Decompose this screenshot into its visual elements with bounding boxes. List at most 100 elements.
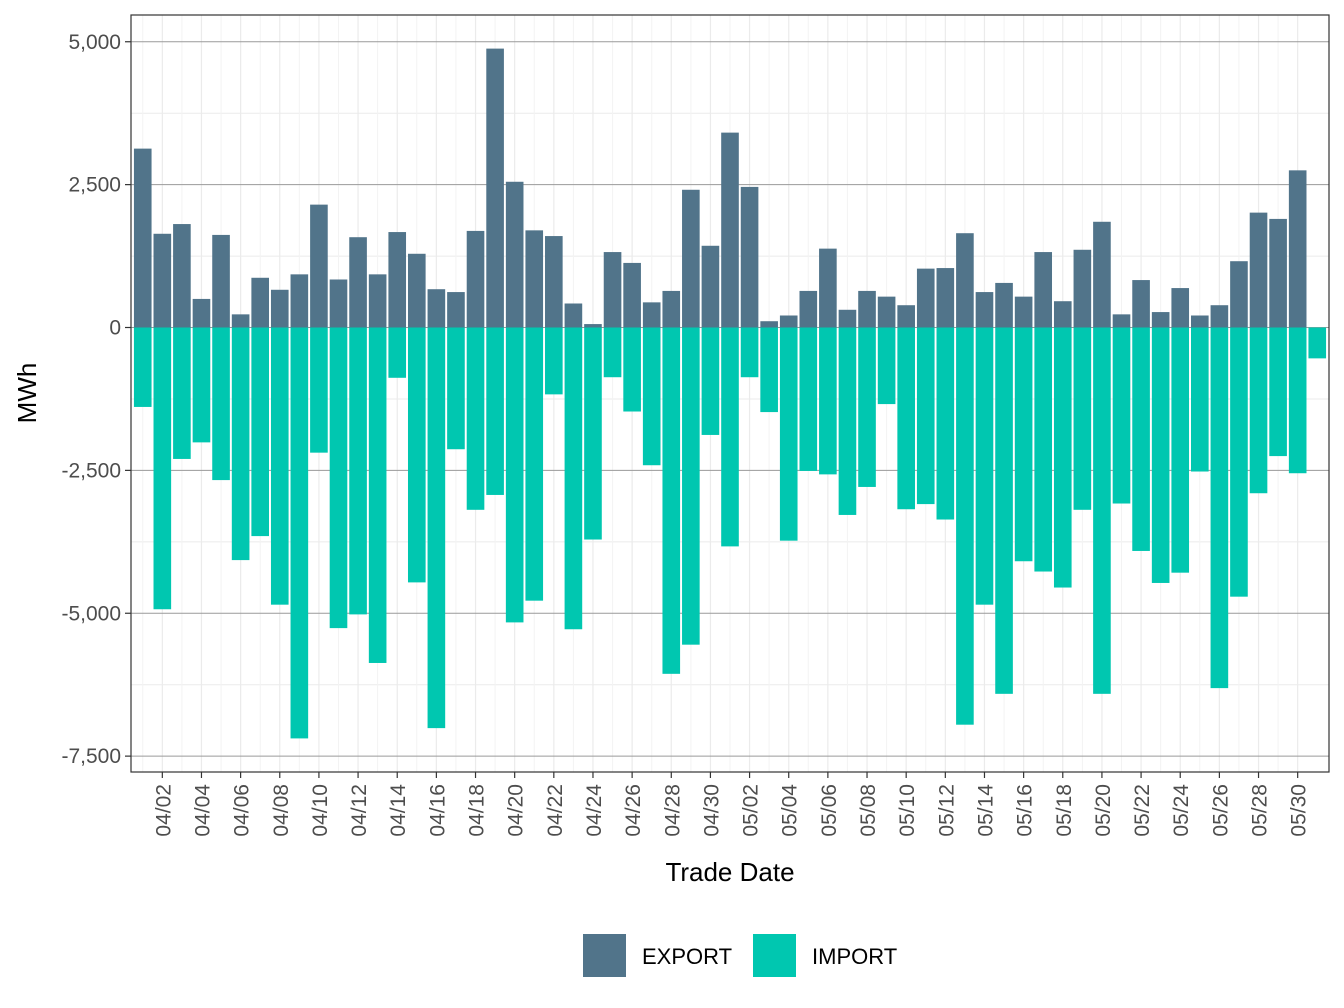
bar-export-04-24 — [584, 324, 602, 328]
bar-export-05-01 — [721, 132, 739, 328]
bar-export-04-06 — [231, 314, 250, 328]
bar-import-05-03 — [760, 327, 778, 413]
bar-import-04-30 — [701, 327, 720, 435]
x-tick-label: 05/10 — [896, 784, 919, 837]
bar-import-04-08 — [270, 327, 289, 605]
bar-import-05-06 — [819, 327, 837, 475]
bar-import-04-25 — [603, 327, 622, 378]
x-tick-label: 05/06 — [818, 784, 841, 837]
bar-export-04-08 — [270, 289, 289, 328]
bar-import-04-15 — [407, 327, 426, 583]
bar-export-05-06 — [819, 248, 837, 328]
bar-import-05-20 — [1093, 327, 1111, 694]
bar-export-04-15 — [407, 253, 426, 328]
y-axis-title: MWh — [12, 363, 42, 424]
y-tick-label: -2,500 — [61, 459, 121, 482]
bar-import-05-18 — [1053, 327, 1072, 588]
bar-import-04-18 — [466, 327, 485, 510]
bar-import-04-20 — [505, 327, 524, 623]
bar-export-05-30 — [1288, 170, 1307, 328]
bar-export-04-14 — [388, 232, 407, 328]
bar-import-05-14 — [975, 327, 994, 605]
x-tick-label: 05/16 — [1014, 784, 1037, 837]
bar-import-04-06 — [231, 327, 250, 561]
x-tick-label: 05/02 — [740, 784, 763, 837]
bar-import-05-16 — [1014, 327, 1033, 562]
x-tick-label: 05/18 — [1053, 784, 1076, 837]
bar-import-05-07 — [838, 327, 857, 515]
bar-export-04-22 — [545, 236, 563, 328]
bar-import-05-02 — [740, 327, 759, 378]
bar-import-04-17 — [447, 327, 465, 450]
bar-export-05-17 — [1034, 252, 1053, 328]
bar-import-05-13 — [956, 327, 974, 725]
y-tick-label: -5,000 — [61, 602, 121, 625]
bar-import-05-31 — [1308, 327, 1327, 359]
bar-import-04-24 — [584, 327, 602, 540]
legend-label-export: EXPORT — [642, 944, 732, 969]
bar-import-05-30 — [1288, 327, 1307, 474]
bar-export-05-15 — [995, 282, 1013, 328]
bar-export-04-17 — [447, 292, 465, 328]
bar-export-04-07 — [251, 277, 270, 328]
legend-key-export — [583, 934, 626, 977]
bar-import-04-27 — [642, 327, 661, 466]
bar-export-04-04 — [192, 298, 211, 328]
bar-export-04-09 — [290, 274, 309, 328]
bar-export-04-16 — [427, 289, 446, 328]
bar-import-04-10 — [310, 327, 328, 453]
bar-export-05-02 — [740, 186, 759, 328]
x-tick-label: 04/04 — [191, 784, 214, 837]
x-tick-label: 04/26 — [622, 784, 645, 837]
legend: EXPORT IMPORT — [583, 934, 897, 977]
legend-key-import — [753, 934, 796, 977]
bar-export-05-29 — [1269, 218, 1287, 328]
plot-panel-border — [130, 14, 1330, 773]
bar-export-05-11 — [916, 268, 935, 328]
bar-import-05-09 — [877, 327, 896, 405]
bar-import-04-01 — [133, 327, 152, 407]
bar-export-05-18 — [1053, 301, 1072, 328]
x-tick-label: 04/20 — [505, 784, 528, 837]
x-tick-label: 05/12 — [935, 784, 958, 837]
bar-export-05-08 — [858, 290, 876, 328]
bar-export-04-29 — [682, 189, 700, 328]
bar-import-04-11 — [329, 327, 348, 629]
bar-export-05-13 — [956, 233, 974, 328]
bar-series — [133, 48, 1327, 739]
bar-export-05-09 — [877, 296, 896, 328]
y-tick-label: -7,500 — [61, 745, 121, 768]
bar-export-05-25 — [1190, 315, 1209, 328]
bar-import-05-01 — [721, 327, 739, 547]
x-tick-label: 05/14 — [974, 784, 997, 837]
x-tick-label: 04/08 — [270, 784, 293, 837]
bar-export-05-07 — [838, 309, 857, 328]
x-tick-label: 05/20 — [1092, 784, 1115, 837]
bar-import-05-21 — [1112, 327, 1131, 504]
bar-export-04-03 — [173, 224, 191, 328]
bar-export-04-01 — [133, 148, 152, 328]
bar-import-04-02 — [153, 327, 172, 610]
bar-import-04-04 — [192, 327, 211, 443]
bar-export-04-27 — [642, 302, 661, 328]
bar-export-04-19 — [486, 48, 504, 328]
bar-import-05-29 — [1269, 327, 1287, 457]
y-tick-label: 0 — [109, 317, 121, 340]
bar-export-05-14 — [975, 292, 994, 328]
bar-export-05-21 — [1112, 314, 1131, 328]
bar-export-05-27 — [1230, 261, 1248, 328]
x-tick-label: 05/26 — [1209, 784, 1232, 837]
y-axis: 5,000 2,500 0 -2,500 -5,000 -7,500 — [61, 31, 131, 768]
x-tick-label: 04/18 — [466, 784, 489, 837]
x-tick-label: 05/30 — [1288, 784, 1311, 837]
bar-import-04-26 — [623, 327, 641, 412]
bar-export-05-20 — [1093, 221, 1111, 328]
bar-import-04-03 — [173, 327, 191, 459]
bar-import-04-22 — [545, 327, 563, 395]
bar-export-04-30 — [701, 245, 720, 328]
y-tick-label: 5,000 — [68, 31, 121, 54]
bar-export-04-10 — [310, 204, 328, 328]
x-tick-label: 04/02 — [152, 784, 175, 837]
bar-import-05-17 — [1034, 327, 1053, 572]
